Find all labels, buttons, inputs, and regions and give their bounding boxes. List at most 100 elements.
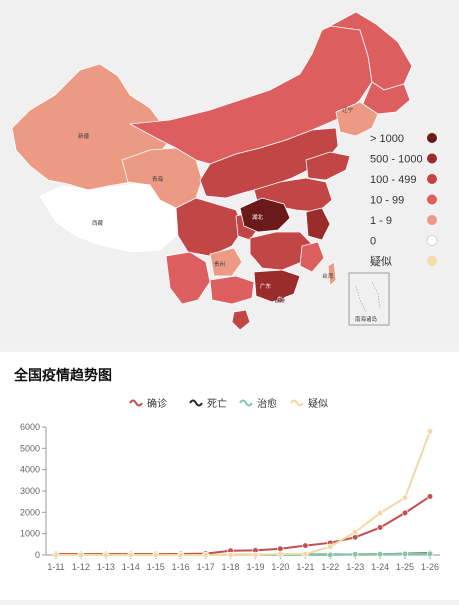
map-legend: > 1000 500 - 1000 100 - 499 10 - 99 1 - 9 0 疑似	[370, 133, 438, 268]
y-tick-label-0: 0	[35, 550, 40, 560]
x-tick-label-3: 1-14	[122, 562, 140, 572]
x-tick-label-5: 1-16	[172, 562, 190, 572]
series-3-point-15[interactable]	[426, 428, 434, 435]
label-tibet: 西藏	[92, 219, 104, 227]
map-legend-label-4: 1 - 9	[370, 215, 392, 227]
region-taiwan[interactable]	[327, 261, 337, 287]
x-tick-label-14: 1-25	[396, 562, 414, 572]
x-tick-label-11: 1-22	[321, 562, 339, 572]
y-axis: 0 1000 2000 3000 4000 5000 6000	[20, 422, 47, 560]
x-tick-label-9: 1-20	[271, 562, 289, 572]
region-hongkong[interactable]	[276, 296, 284, 304]
trend-chart-panel: 全国疫情趋势图 确诊 死亡 治愈 疑似 0 1000 2000 3000 4000 5000 60…	[0, 352, 459, 600]
legend-swatch-2[interactable]	[239, 399, 253, 407]
map-legend-label-1: 500 - 1000	[370, 154, 423, 166]
chart-title: 全国疫情趋势图	[13, 367, 112, 383]
y-tick-label-5: 5000	[20, 443, 40, 453]
map-legend-label-0: > 1000	[370, 133, 404, 145]
label-hongkong: 香港	[274, 296, 286, 304]
series-3-point-0[interactable]	[52, 551, 60, 559]
map-legend-swatch-0[interactable]	[427, 133, 437, 143]
legend-swatch-1[interactable]	[189, 399, 203, 407]
series-0-point-10[interactable]	[302, 542, 309, 549]
y-tick-label-6: 6000	[20, 422, 40, 432]
y-tick-label-1: 1000	[20, 529, 40, 539]
region-zhejiang[interactable]	[305, 207, 331, 241]
x-tick-label-1: 1-12	[72, 562, 90, 572]
legend-label-0[interactable]: 确诊	[147, 397, 167, 410]
y-tick-label-3: 3000	[20, 486, 40, 496]
legend-label-2[interactable]: 治愈	[257, 397, 277, 410]
y-tick-label-2: 2000	[20, 507, 40, 517]
series-3-point-9[interactable]	[277, 550, 284, 557]
series-3-point-3[interactable]	[127, 551, 134, 559]
region-guangdong[interactable]	[253, 269, 301, 303]
map-panel: 新疆 西藏 青海 辽宁 湖北 贵州 广东 台湾 香港 南海诸岛 > 1000 50…	[11, 11, 438, 331]
x-tick-label-4: 1-15	[147, 562, 165, 572]
map-legend-swatch-6[interactable]	[427, 256, 437, 266]
series-3-point-7[interactable]	[227, 551, 234, 559]
x-tick-label-15: 1-26	[421, 562, 439, 572]
series-2-point-13[interactable]	[377, 551, 384, 558]
map-legend-swatch-3[interactable]	[427, 194, 437, 205]
series-line-0	[56, 495, 431, 556]
label-taiwan: 台湾	[322, 272, 334, 280]
series-3-point-2[interactable]	[102, 551, 109, 559]
series-2-point-14[interactable]	[401, 550, 409, 558]
series-2-point-15[interactable]	[426, 550, 434, 558]
region-hubei[interactable]	[239, 197, 291, 233]
map-legend-swatch-1[interactable]	[427, 153, 437, 164]
x-tick-label-7: 1-18	[222, 562, 240, 572]
x-tick-label-2: 1-13	[97, 562, 115, 572]
x-tick-label-6: 1-17	[197, 562, 215, 572]
series-0-point-13[interactable]	[377, 524, 384, 531]
series-3-point-8[interactable]	[252, 551, 259, 559]
region-guangxi[interactable]	[209, 275, 255, 305]
region-guizhou[interactable]	[209, 247, 243, 277]
region-liaoning[interactable]	[335, 101, 379, 137]
series-0-point-12[interactable]	[352, 534, 359, 541]
trend-chart: 全国疫情趋势图 确诊 死亡 治愈 疑似 0 1000 2000 3000 4000 5000 60…	[13, 367, 440, 572]
label-guangdong: 广东	[260, 282, 272, 290]
series-3-point-4[interactable]	[152, 551, 159, 559]
series-lines	[52, 428, 434, 559]
series-3-point-14[interactable]	[401, 494, 409, 501]
legend-swatch-3[interactable]	[290, 399, 304, 407]
label-hubei: 湖北	[252, 213, 264, 221]
series-3-point-6[interactable]	[202, 551, 209, 559]
legend-label-3[interactable]: 疑似	[308, 398, 328, 410]
label-liaoning: 辽宁	[342, 106, 354, 114]
region-yunnan[interactable]	[165, 251, 211, 305]
map-legend-swatch-4[interactable]	[427, 215, 437, 225]
legend-label-1[interactable]: 死亡	[207, 397, 227, 410]
x-tick-label-10: 1-21	[296, 562, 314, 572]
map-legend-swatch-5[interactable]	[426, 235, 438, 246]
series-3-point-5[interactable]	[177, 551, 184, 559]
south-sea-inset-box	[348, 272, 390, 326]
series-2-point-12[interactable]	[352, 551, 359, 558]
series-3-point-10[interactable]	[302, 551, 309, 558]
south-sea-islands	[355, 281, 381, 313]
series-0-point-15[interactable]	[426, 493, 434, 500]
label-qinghai: 青海	[152, 175, 164, 183]
region-fujian[interactable]	[299, 241, 325, 273]
series-3-point-13[interactable]	[377, 509, 384, 517]
region-hainan[interactable]	[231, 309, 251, 331]
x-tick-label-8: 1-19	[246, 562, 264, 572]
chart-legend: 确诊 死亡 治愈 疑似	[129, 397, 328, 410]
map-legend-label-2: 100 - 499	[370, 174, 416, 186]
series-2-point-11[interactable]	[327, 551, 334, 559]
label-xinjiang: 新疆	[78, 132, 90, 140]
legend-swatch-0[interactable]	[129, 399, 143, 407]
series-0-point-14[interactable]	[401, 509, 409, 516]
x-tick-label-13: 1-24	[371, 562, 389, 572]
series-3-point-11[interactable]	[327, 543, 334, 550]
map-legend-swatch-2[interactable]	[427, 174, 437, 184]
series-3-point-12[interactable]	[352, 529, 359, 536]
x-tick-label-12: 1-23	[346, 562, 364, 572]
map-legend-label-5: 0	[370, 236, 376, 248]
map-legend-label-6: 疑似	[370, 255, 392, 268]
region-sichuan[interactable]	[175, 197, 245, 257]
series-3-point-1[interactable]	[77, 551, 85, 559]
label-inset: 南海诸岛	[355, 315, 378, 323]
